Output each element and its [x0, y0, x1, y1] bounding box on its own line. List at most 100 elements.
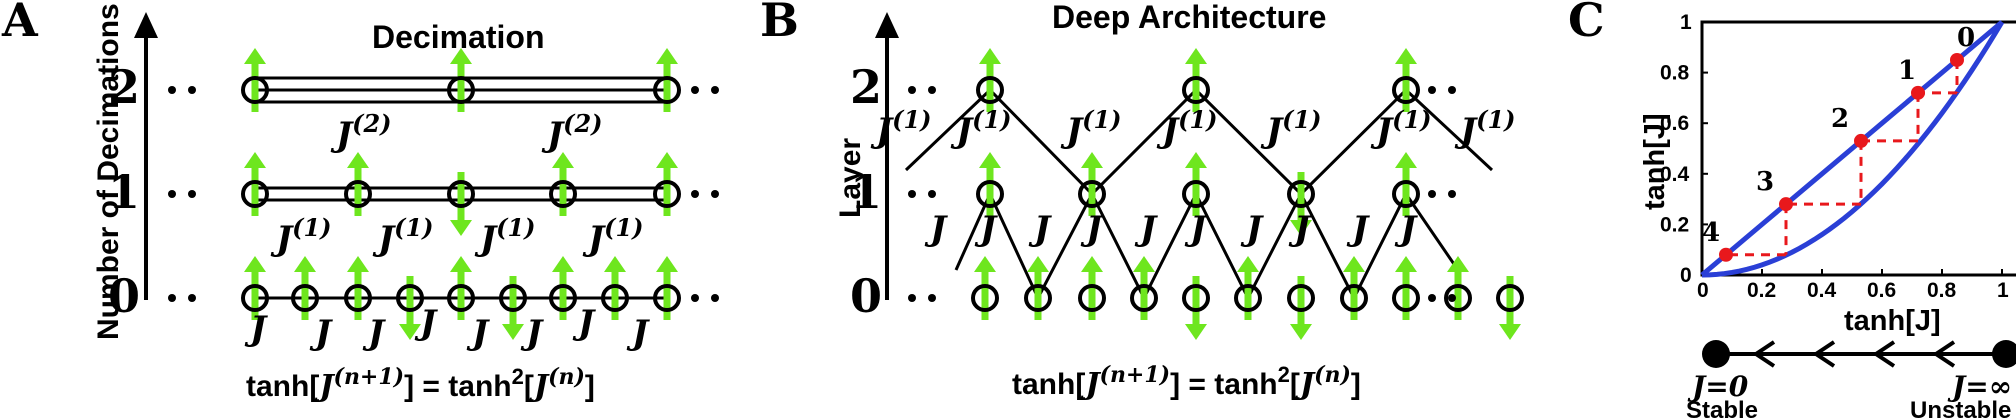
y-tick-label: 1 — [1680, 11, 1692, 34]
panel-c-letter: C — [1568, 0, 1605, 47]
site-circle — [1078, 284, 1106, 312]
arrow-up-icon — [1133, 256, 1155, 272]
coupling-label-row2: J(2) — [541, 109, 603, 155]
arrow-down-icon — [1290, 220, 1312, 236]
site-circle — [291, 284, 319, 312]
panel-c-ylabel: tanh[J] — [1639, 113, 1671, 210]
flow-chevron-icon — [1752, 340, 1776, 368]
spin-row2 — [653, 48, 681, 112]
panel-c-plot-frame — [1700, 20, 2016, 277]
square-curve — [1701, 20, 2005, 278]
site-circle — [1182, 284, 1210, 312]
coupling-label-layer2: J(1) — [1454, 105, 1516, 151]
coupling-label-layer2: J(1) — [870, 105, 932, 151]
site-circle — [447, 284, 475, 312]
stable-fp-label: J=0 — [1687, 370, 1749, 403]
ellipsis-dot — [928, 86, 936, 94]
ellipsis-dot — [188, 86, 196, 94]
ellipsis-dot — [1448, 294, 1456, 302]
spin-layer0 — [1287, 276, 1315, 340]
site-circle — [1182, 76, 1210, 104]
x-tick-label: 1 — [1997, 279, 2009, 302]
panel-a-dots — [168, 86, 719, 302]
arrow-up-icon — [244, 256, 266, 272]
site-circle — [1392, 180, 1420, 208]
ellipsis-dot — [908, 86, 916, 94]
panel-b-title: Deep Architecture — [1052, 0, 1326, 35]
ellipsis-dot — [1428, 86, 1436, 94]
arrow-up-icon — [656, 48, 678, 64]
panel-a-level-2: 2 — [108, 60, 140, 114]
coupling-label-layer1: J — [1394, 209, 1418, 249]
arrow-up-icon — [552, 256, 574, 272]
panel-b-dots — [908, 86, 1456, 302]
arrow-up-icon — [656, 152, 678, 168]
arrow-up-icon — [1185, 48, 1207, 64]
arrow-up-icon — [552, 152, 574, 168]
panel-a-axis-arrowhead — [134, 12, 158, 38]
step-label: 3 — [1756, 167, 1774, 197]
panel-b-level-1: 1 — [850, 165, 882, 219]
flow-chevron-icon — [1812, 340, 1836, 368]
site-circle — [549, 180, 577, 208]
step-label: 0 — [1957, 23, 1975, 53]
ellipsis-dot — [928, 294, 936, 302]
panel-a-letter: A — [1, 0, 39, 47]
spin-layer2 — [1392, 48, 1420, 112]
cobweb-point — [1719, 247, 1733, 262]
coupling-label-row1: J(1) — [474, 213, 536, 259]
spin-layer1 — [1182, 152, 1210, 216]
ellipsis-dot — [1448, 190, 1456, 198]
arrow-down-icon — [399, 324, 421, 340]
site-circle — [241, 180, 269, 208]
arrow-up-icon — [1343, 256, 1365, 272]
spin-row0 — [241, 256, 269, 320]
spin-row2 — [241, 48, 269, 112]
arrow-up-icon — [1395, 256, 1417, 272]
arrow-up-icon — [1081, 256, 1103, 272]
step-label: 4 — [1702, 218, 1720, 248]
panel-c-ticks: 000.20.20.40.40.60.60.80.811 — [1660, 11, 2009, 302]
spin-layer0 — [1444, 256, 1472, 320]
coupling-label-layer1: J — [1184, 209, 1208, 249]
spin-row1 — [653, 152, 681, 216]
coupling-label-layer2: J(1) — [950, 105, 1012, 151]
panel-b-formula: tanh[J(n+1)] = tanh2[J(n)] — [1012, 362, 1361, 402]
coupling-label-row0: J — [520, 313, 544, 353]
step-label: 2 — [1831, 104, 1849, 134]
site-circle — [653, 180, 681, 208]
spin-layer2 — [976, 48, 1004, 112]
spin-layer0 — [1078, 256, 1106, 320]
arrow-down-icon — [1185, 324, 1207, 340]
cobweb-point — [1950, 52, 1964, 67]
ellipsis-dot — [168, 190, 176, 198]
panel-b-level-2: 2 — [850, 60, 882, 114]
coupling-label-row0: J — [572, 303, 596, 343]
arrow-up-icon — [294, 256, 316, 272]
ellipsis-dot — [691, 294, 699, 302]
coupling-label-layer2: J(1) — [1260, 105, 1322, 151]
y-tick-label: 0 — [1680, 264, 1692, 287]
spin-layer0 — [1496, 276, 1524, 340]
coupling-label-layer2: J(1) — [1060, 105, 1122, 151]
arrow-up-icon — [450, 48, 472, 64]
site-circle — [1496, 284, 1524, 312]
site-circle — [653, 284, 681, 312]
spin-layer0 — [1024, 256, 1052, 320]
spin-layer1 — [1287, 172, 1315, 236]
spin-layer0 — [971, 256, 999, 320]
y-tick-label: 0.4 — [1660, 163, 1690, 186]
coupling-label-layer1: J — [1028, 209, 1052, 249]
ellipsis-dot — [188, 294, 196, 302]
x-tick-label: 0.2 — [1747, 279, 1776, 302]
site-circle — [1182, 180, 1210, 208]
ellipsis-dot — [168, 294, 176, 302]
site-circle — [447, 76, 475, 104]
panel-c-points: 0 1 2 3 4 — [1702, 23, 1975, 262]
spin-row1 — [549, 152, 577, 216]
coupling-label-layer1: J — [974, 209, 998, 249]
site-circle — [1078, 180, 1106, 208]
coupling-label-row1: J(1) — [270, 213, 332, 259]
